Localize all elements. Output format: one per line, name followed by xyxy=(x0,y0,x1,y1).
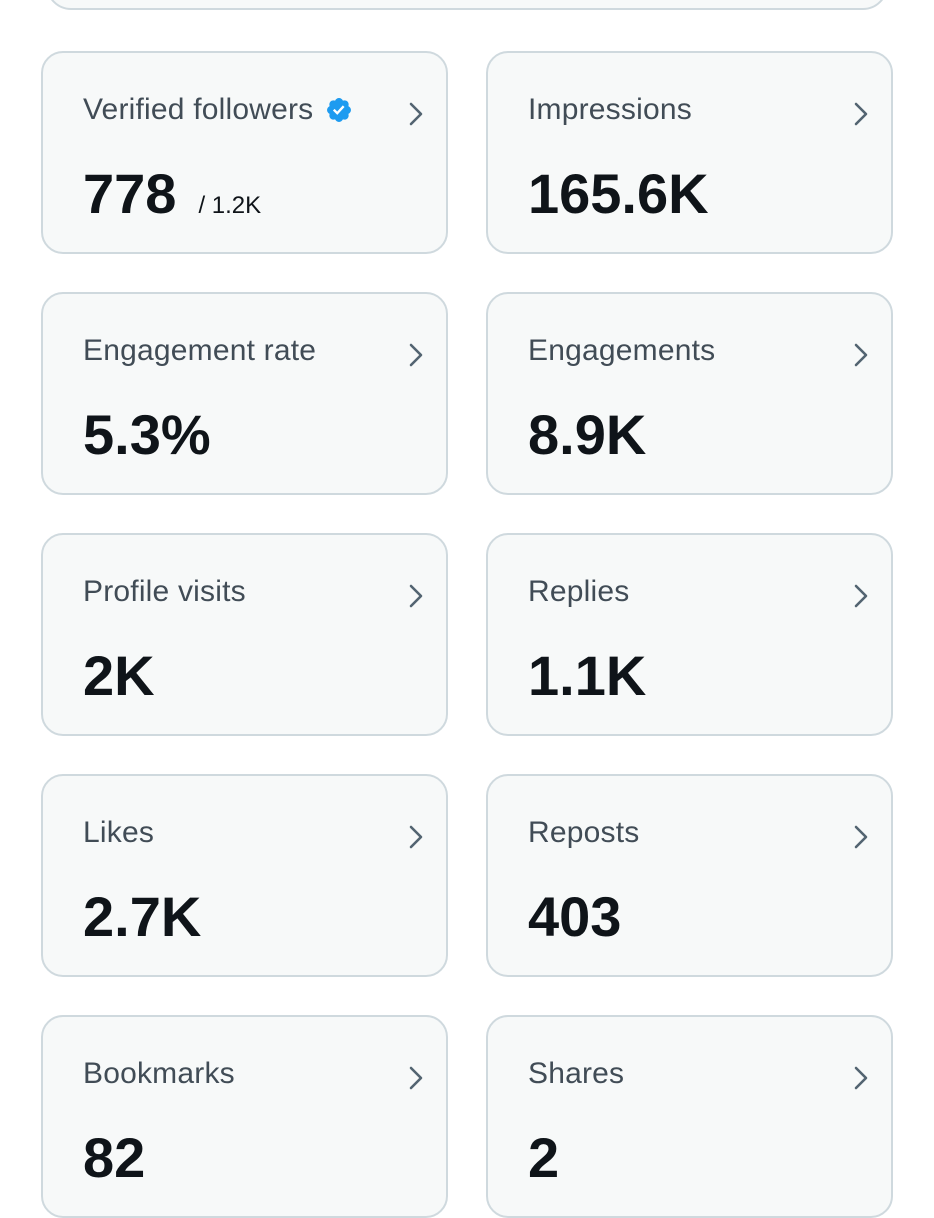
metric-label: Verified followers xyxy=(83,93,353,127)
metric-label: Shares xyxy=(528,1057,625,1090)
chevron-right-icon xyxy=(854,825,868,849)
metrics-grid: Verified followers 778 / 1.2K Impression… xyxy=(41,51,893,1218)
metric-value: 2.7K xyxy=(83,885,202,948)
metric-value: 403 xyxy=(528,885,622,948)
metric-total: / 1.2K xyxy=(198,192,262,219)
metric-label: Reposts xyxy=(528,816,640,849)
metric-value: 82 xyxy=(83,1126,146,1189)
metric-value-row: 778 / 1.2K xyxy=(83,161,261,226)
metric-label: Likes xyxy=(83,816,155,849)
metric-card-bookmarks[interactable]: Bookmarks 82 xyxy=(41,1015,448,1218)
metric-label-text: Verified followers xyxy=(83,93,314,126)
verified-badge-icon xyxy=(327,98,352,122)
metric-value: 8.9K xyxy=(528,403,647,466)
previous-card-partial[interactable] xyxy=(46,0,888,10)
chevron-right-icon xyxy=(409,102,423,126)
chevron-right-icon xyxy=(854,1066,868,1090)
metric-card-profile-visits[interactable]: Profile visits 2K xyxy=(41,533,448,736)
metric-card-shares[interactable]: Shares 2 xyxy=(486,1015,893,1218)
chevron-right-icon xyxy=(854,102,868,126)
metric-label: Profile visits xyxy=(83,575,246,608)
chevron-right-icon xyxy=(409,1066,423,1090)
metric-card-reposts[interactable]: Reposts 403 xyxy=(486,774,893,977)
metric-value: 1.1K xyxy=(528,644,647,707)
metric-card-impressions[interactable]: Impressions 165.6K xyxy=(486,51,893,254)
chevron-right-icon xyxy=(409,584,423,608)
metric-value: 165.6K xyxy=(528,162,709,225)
metric-label: Engagement rate xyxy=(83,334,317,367)
chevron-right-icon xyxy=(854,343,868,367)
metric-card-likes[interactable]: Likes 2.7K xyxy=(41,774,448,977)
metric-card-engagements[interactable]: Engagements 8.9K xyxy=(486,292,893,495)
metric-card-replies[interactable]: Replies 1.1K xyxy=(486,533,893,736)
metric-card-engagement-rate[interactable]: Engagement rate 5.3% xyxy=(41,292,448,495)
chevron-right-icon xyxy=(854,584,868,608)
metric-label: Engagements xyxy=(528,334,716,367)
metric-label: Bookmarks xyxy=(83,1057,235,1090)
metric-label: Impressions xyxy=(528,93,692,126)
chevron-right-icon xyxy=(409,825,423,849)
metric-value: 2 xyxy=(528,1126,560,1189)
metric-value: 2K xyxy=(83,644,155,707)
chevron-right-icon xyxy=(409,343,423,367)
metric-value: 5.3% xyxy=(83,403,211,466)
metric-label: Replies xyxy=(528,575,630,608)
metric-value: 778 xyxy=(83,162,177,225)
metric-card-verified-followers[interactable]: Verified followers 778 / 1.2K xyxy=(41,51,448,254)
